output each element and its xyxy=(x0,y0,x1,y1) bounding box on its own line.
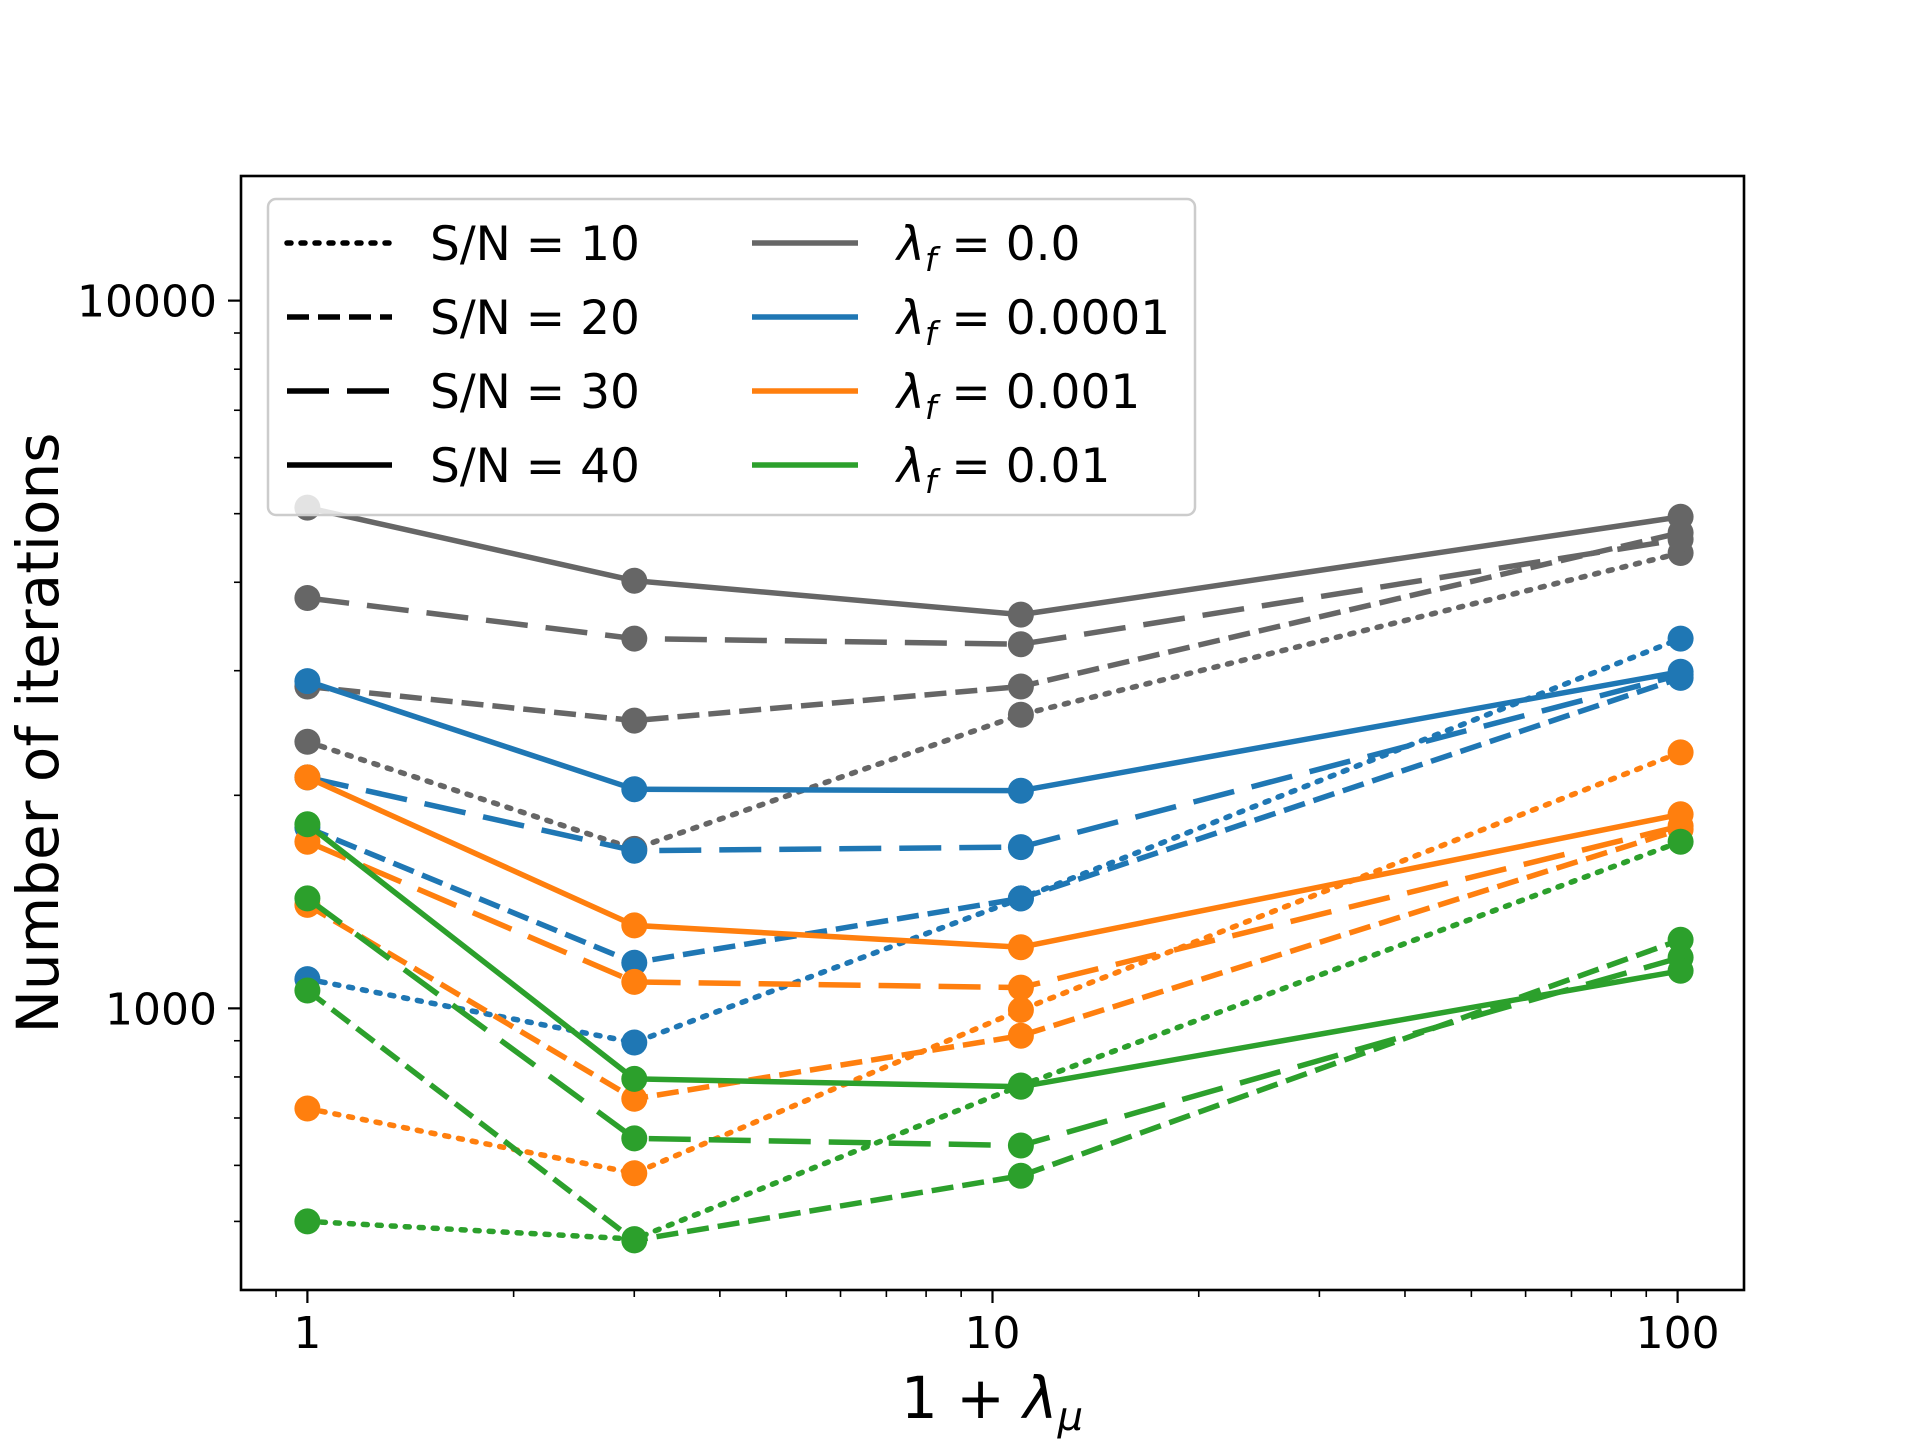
legend-linestyle-label-3: S/N = 30 xyxy=(430,365,640,420)
legend-color-value: = 0.001 xyxy=(936,365,1140,420)
series-point-5-4 xyxy=(1667,625,1694,652)
series-line-14 xyxy=(305,937,1682,1244)
legend-color-value: = 0.0 xyxy=(936,217,1080,272)
series-line-12 xyxy=(306,774,1682,950)
series-point-13-1 xyxy=(294,1208,321,1235)
series-line-5 xyxy=(304,635,1684,1046)
series-layer xyxy=(294,494,1694,1254)
series-point-10-2 xyxy=(621,1085,648,1112)
series-point-9-2 xyxy=(621,1160,648,1187)
legend-color-symbol: λ xyxy=(894,365,925,420)
legend-color-value: = 0.01 xyxy=(936,439,1110,494)
series-line-3 xyxy=(307,536,1682,647)
series-point-7-2 xyxy=(621,837,648,864)
series-point-16-4 xyxy=(1667,957,1694,984)
legend-color-label-2: λf = 0.0001 xyxy=(894,291,1170,353)
series-point-16-1 xyxy=(294,811,321,838)
series-line-8 xyxy=(306,668,1682,794)
series-point-3-3 xyxy=(1007,631,1034,658)
series-line-15 xyxy=(305,896,1682,1149)
series-line-7 xyxy=(306,672,1682,854)
series-point-16-3 xyxy=(1007,1073,1034,1100)
legend-linestyle-label-4: S/N = 40 xyxy=(430,439,640,494)
series-line-11 xyxy=(306,823,1682,991)
series-point-8-1 xyxy=(294,668,321,695)
series-point-12-1 xyxy=(294,764,321,791)
y-axis-title: Number of iterations xyxy=(4,432,72,1033)
series-point-5-2 xyxy=(621,1029,648,1056)
series-point-12-4 xyxy=(1667,801,1694,828)
series-point-13-4 xyxy=(1667,828,1694,855)
series-line-2 xyxy=(307,530,1682,724)
series-point-3-4 xyxy=(1667,526,1694,553)
x-axis-title-subscript: μ xyxy=(1057,1394,1083,1440)
series-point-9-4 xyxy=(1667,739,1694,766)
legend: S/N = 10 S/N = 20 S/N = 30 S/N = 40 λf = 0.0… xyxy=(266,197,1197,517)
legend-box xyxy=(266,197,1197,517)
series-line-1 xyxy=(304,550,1684,852)
series-point-9-3 xyxy=(1007,996,1034,1023)
series-line-6 xyxy=(306,675,1682,966)
series-line-13 xyxy=(304,838,1684,1242)
legend-color-value: = 0.0001 xyxy=(936,291,1170,346)
x-tick-label: 100 xyxy=(1636,1308,1720,1359)
legend-linestyle-label-1: S/N = 10 xyxy=(430,217,640,272)
legend-color-symbol: λ xyxy=(894,291,925,346)
series-point-8-4 xyxy=(1667,658,1694,685)
legend-color-symbol: λ xyxy=(894,439,925,494)
series-point-4-4 xyxy=(1667,503,1694,530)
series-point-1-1 xyxy=(294,728,321,755)
x-axis-title-main: 1 + xyxy=(901,1364,1023,1432)
series-point-12-2 xyxy=(621,912,648,939)
x-axis-title: 1 + λμ xyxy=(901,1364,1083,1440)
series-line-16 xyxy=(305,822,1682,1090)
x-axis-title-symbol: λ xyxy=(1020,1364,1057,1432)
series-point-12-3 xyxy=(1007,934,1034,961)
x-tick-label: 10 xyxy=(965,1308,1021,1359)
series-point-15-1 xyxy=(294,885,321,912)
series-line-4 xyxy=(306,504,1682,618)
series-point-8-3 xyxy=(1007,777,1034,804)
series-point-6-2 xyxy=(621,949,648,976)
legend-color-label-3: λf = 0.001 xyxy=(894,365,1140,427)
series-point-14-2 xyxy=(621,1227,648,1254)
legend-color-label-4: λf = 0.01 xyxy=(894,439,1110,501)
series-line-9 xyxy=(304,749,1684,1176)
series-point-4-3 xyxy=(1007,601,1034,628)
series-point-2-3 xyxy=(1007,673,1034,700)
series-point-9-1 xyxy=(294,1095,321,1122)
series-point-7-3 xyxy=(1007,834,1034,861)
series-point-6-3 xyxy=(1007,885,1034,912)
series-line-10 xyxy=(305,826,1682,1102)
series-point-15-2 xyxy=(621,1125,648,1152)
y-tick-label: 1000 xyxy=(105,984,217,1035)
series-point-8-2 xyxy=(621,776,648,803)
series-point-3-1 xyxy=(294,585,321,611)
legend-color-label-1: λf = 0.0 xyxy=(894,217,1080,279)
series-point-4-2 xyxy=(621,567,648,594)
y-tick-label: 10000 xyxy=(77,277,217,328)
series-point-2-2 xyxy=(621,707,648,734)
x-tick-label: 1 xyxy=(293,1308,321,1359)
series-point-14-1 xyxy=(294,977,321,1004)
series-point-14-3 xyxy=(1007,1162,1034,1189)
ticks-layer: 1 10 100 1000 10000 xyxy=(77,277,1720,1359)
legend-color-symbol: λ xyxy=(894,217,925,272)
series-point-11-2 xyxy=(621,968,648,995)
series-point-3-2 xyxy=(621,625,648,652)
series-point-1-3 xyxy=(1007,701,1034,728)
series-point-16-2 xyxy=(621,1065,648,1092)
series-point-15-3 xyxy=(1007,1132,1034,1159)
series-point-10-3 xyxy=(1007,1022,1034,1049)
series-point-11-3 xyxy=(1007,974,1034,1001)
legend-linestyle-label-2: S/N = 20 xyxy=(430,291,640,346)
